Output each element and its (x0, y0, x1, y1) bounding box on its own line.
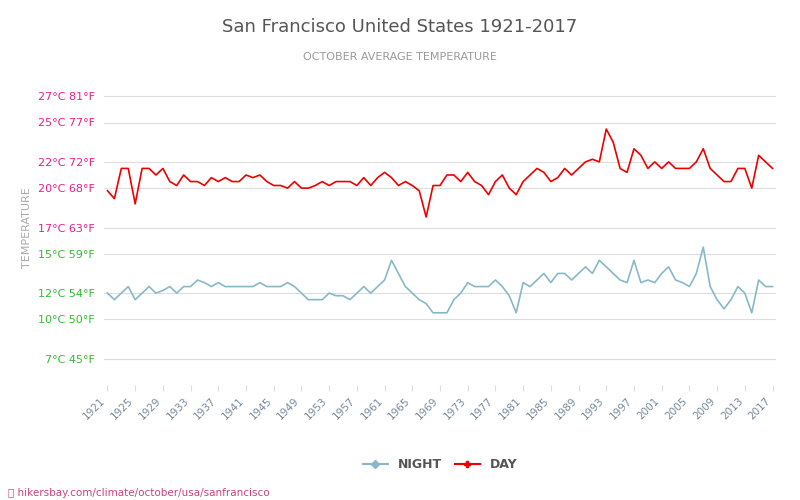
Y-axis label: TEMPERATURE: TEMPERATURE (22, 187, 32, 268)
Text: San Francisco United States 1921-2017: San Francisco United States 1921-2017 (222, 18, 578, 36)
Text: OCTOBER AVERAGE TEMPERATURE: OCTOBER AVERAGE TEMPERATURE (303, 52, 497, 62)
Legend: NIGHT, DAY: NIGHT, DAY (358, 454, 522, 476)
Text: ⛰ hikersbay.com/climate/october/usa/sanfrancisco: ⛰ hikersbay.com/climate/october/usa/sanf… (8, 488, 270, 498)
